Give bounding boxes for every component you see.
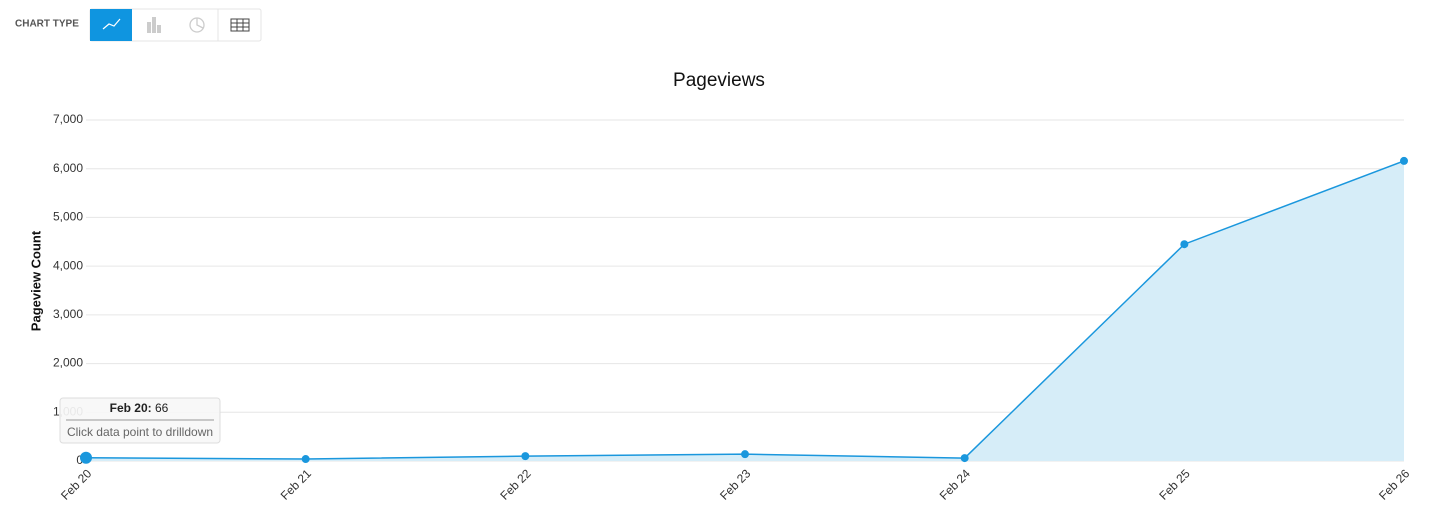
tooltip-content: Feb 20: 66	[110, 401, 169, 415]
point	[521, 452, 530, 461]
tooltip-title: Feb 20:	[110, 401, 152, 415]
pie-button[interactable]	[189, 17, 205, 33]
bar-button[interactable]	[147, 17, 161, 33]
point	[1180, 240, 1189, 249]
plot: 01,0002,0003,0004,0005,0006,0007,000Feb …	[53, 112, 1413, 503]
point	[1400, 156, 1408, 165]
x-tick-label: Feb 20	[58, 466, 95, 503]
y-axis-title: Pageview Count	[28, 230, 43, 331]
y-tick-label: 4,000	[53, 258, 83, 272]
chart-type-switch	[89, 8, 262, 42]
bar-icon	[152, 17, 156, 33]
bar-icon	[157, 25, 161, 33]
area	[86, 160, 1404, 462]
line-icon	[102, 18, 121, 30]
x-tick-label: Feb 22	[497, 466, 534, 503]
table-icon	[230, 18, 250, 32]
chart-title: Pageviews	[673, 70, 765, 91]
y-tick-label: 0	[76, 453, 83, 467]
tooltip-hint: Click data point to drilldown	[67, 425, 213, 439]
y-tick-label: 3,000	[53, 307, 83, 321]
x-tick-label: Feb 24	[937, 466, 974, 503]
point	[960, 454, 969, 463]
y-tick-label: 7,000	[53, 112, 83, 126]
tooltip: Feb 20: 66 Click data point to drilldown	[59, 397, 221, 444]
pie-icon	[196, 18, 204, 29]
table-button[interactable]	[230, 18, 250, 32]
bar-icon	[147, 22, 151, 33]
x-tick-label: Feb 25	[1156, 466, 1193, 503]
y-tick-label: 2,000	[53, 356, 83, 370]
toolbar-label: CHART TYPE	[15, 19, 79, 30]
y-tick-label: 6,000	[53, 161, 83, 175]
x-tick-label: Feb 26	[1376, 466, 1413, 503]
x-tick-label: Feb 21	[278, 466, 315, 503]
x-tick-label: Feb 23	[717, 466, 754, 503]
point	[741, 450, 749, 459]
point	[80, 451, 92, 464]
tooltip-value: 66	[155, 401, 169, 415]
point	[301, 455, 310, 464]
line-button[interactable]	[90, 9, 132, 41]
y-tick-label: 5,000	[53, 210, 83, 224]
